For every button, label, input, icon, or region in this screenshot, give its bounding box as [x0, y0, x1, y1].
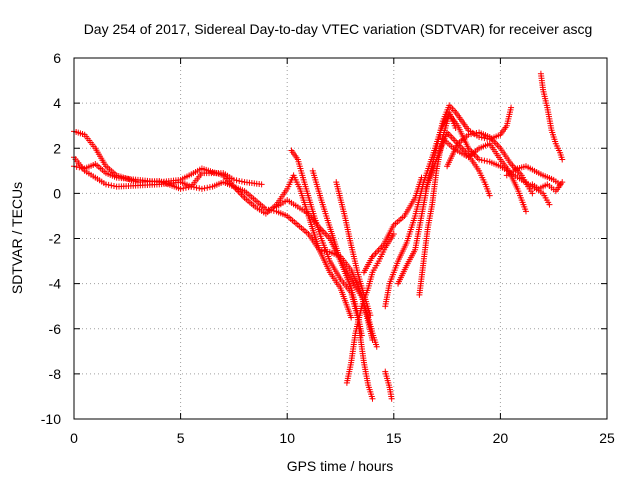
data-point-marker — [105, 181, 112, 188]
x-tick-label: 15 — [386, 430, 402, 446]
series-track-l — [395, 102, 515, 287]
data-point-marker — [478, 157, 485, 164]
axis-ticks: 0 5 10 15 20 25 -10 -8 -6 -4 -2 0 2 4 6 — [41, 50, 615, 446]
series-track-a — [71, 128, 265, 192]
chart-title: Day 254 of 2017, Sidereal Day-to-day VTE… — [84, 21, 593, 37]
x-tick-label: 20 — [493, 430, 509, 446]
data-point-marker — [358, 332, 365, 339]
x-tick-label: 10 — [279, 430, 295, 446]
data-point-marker — [369, 395, 376, 402]
data-point-marker — [238, 178, 245, 185]
data-point-marker — [481, 157, 488, 164]
x-tick-label: 0 — [70, 430, 78, 446]
y-tick-label: -6 — [49, 321, 62, 337]
data-point-marker — [198, 185, 205, 192]
data-point-marker — [367, 312, 374, 319]
data-point-marker — [233, 177, 240, 184]
data-point-marker — [390, 230, 397, 237]
x-tick-label: 5 — [177, 430, 185, 446]
data-point-marker — [486, 192, 493, 199]
series-track-g — [333, 179, 374, 319]
series-track-q — [503, 163, 564, 188]
series-track-b — [71, 154, 376, 344]
series-track-h — [343, 230, 397, 386]
series-track-n — [422, 129, 493, 199]
y-tick-label: -2 — [49, 231, 62, 247]
series-track-i — [360, 174, 425, 276]
data-point-marker — [182, 184, 189, 191]
x-tick-label: 25 — [599, 430, 615, 446]
data-point-marker — [230, 176, 237, 183]
data-point-marker — [559, 179, 566, 186]
y-tick-label: 6 — [53, 50, 61, 66]
data-point-marker — [73, 163, 80, 170]
data-point-marker — [180, 185, 187, 192]
data-point-marker — [348, 314, 355, 321]
data-point-marker — [258, 181, 265, 188]
data-point-marker — [373, 343, 380, 350]
x-axis-title: GPS time / hours — [287, 458, 394, 474]
data-point-marker — [559, 156, 566, 163]
data-point-marker — [236, 177, 243, 184]
data-point-marker — [546, 201, 553, 208]
y-tick-label: -8 — [49, 366, 62, 382]
data-point-marker — [465, 131, 472, 138]
data-point-marker — [529, 190, 536, 197]
series-track-o — [444, 129, 536, 197]
data-point-marker — [478, 134, 485, 141]
data-point-marker — [193, 184, 200, 191]
data-point-marker — [108, 182, 115, 189]
y-tick-label: 4 — [53, 95, 61, 111]
y-tick-label: 0 — [53, 185, 61, 201]
y-tick-label: -4 — [49, 276, 62, 292]
data-point-marker — [196, 185, 203, 192]
series-track-s — [529, 179, 566, 195]
data-point-marker — [481, 135, 488, 142]
series-track-r — [537, 70, 566, 163]
data-point-marker — [201, 185, 208, 192]
data-point-marker — [177, 185, 184, 192]
data-point-marker — [76, 164, 83, 171]
data-point-marker — [388, 395, 395, 402]
data-point-marker — [508, 104, 515, 111]
data-point-marker — [522, 208, 529, 215]
y-tick-label: -10 — [41, 411, 61, 427]
data-point-marker — [190, 184, 197, 191]
y-tick-label: 2 — [53, 140, 61, 156]
data-point-marker — [484, 158, 491, 165]
plot-frame — [73, 57, 608, 420]
grid — [74, 58, 607, 419]
data-point-marker — [188, 183, 195, 190]
series-track-c — [71, 161, 355, 321]
data-point-marker — [204, 184, 211, 191]
data-point-marker — [470, 130, 477, 137]
y-axis-title: SDTVAR / TECUs — [9, 182, 25, 294]
data-points — [71, 70, 566, 402]
data-point-marker — [102, 181, 109, 188]
data-point-marker — [468, 131, 475, 138]
data-point-marker — [206, 184, 213, 191]
data-point-marker — [476, 156, 483, 163]
series-track-k — [382, 368, 395, 402]
data-point-marker — [110, 183, 117, 190]
series-track-p — [437, 133, 529, 215]
